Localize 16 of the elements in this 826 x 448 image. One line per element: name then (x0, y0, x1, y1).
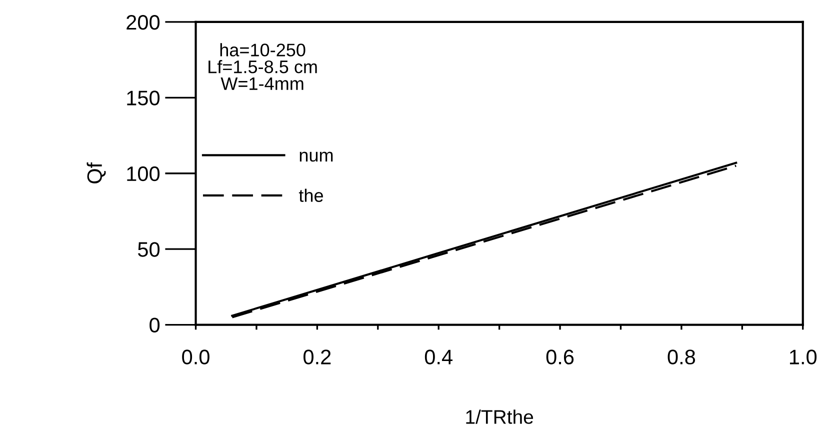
legend-label: the (298, 188, 323, 202)
x-tick-label: 0.0 (182, 350, 210, 364)
y-tick-label: 200 (126, 14, 160, 30)
x-tick-label: 1.0 (790, 350, 817, 364)
y-axis-title: Qf (86, 162, 106, 184)
x-tick-label: 0.2 (304, 350, 331, 364)
y-tick-label: 150 (127, 90, 160, 106)
x-axis-title: 1/TRthe (466, 410, 534, 424)
x-tick-label: 0.6 (546, 350, 574, 364)
annotation: ha=10-250 Lf=1.5-8.5 cm W=1-4mm (208, 43, 317, 90)
legend-label: num (300, 152, 333, 162)
x-tick-label: 0.4 (424, 350, 452, 364)
y-tick-label: 0 (150, 318, 160, 333)
y-tick-label: 100 (127, 166, 160, 182)
x-tick-label: 0.8 (668, 350, 696, 364)
y-tick-label: 50 (138, 242, 160, 257)
